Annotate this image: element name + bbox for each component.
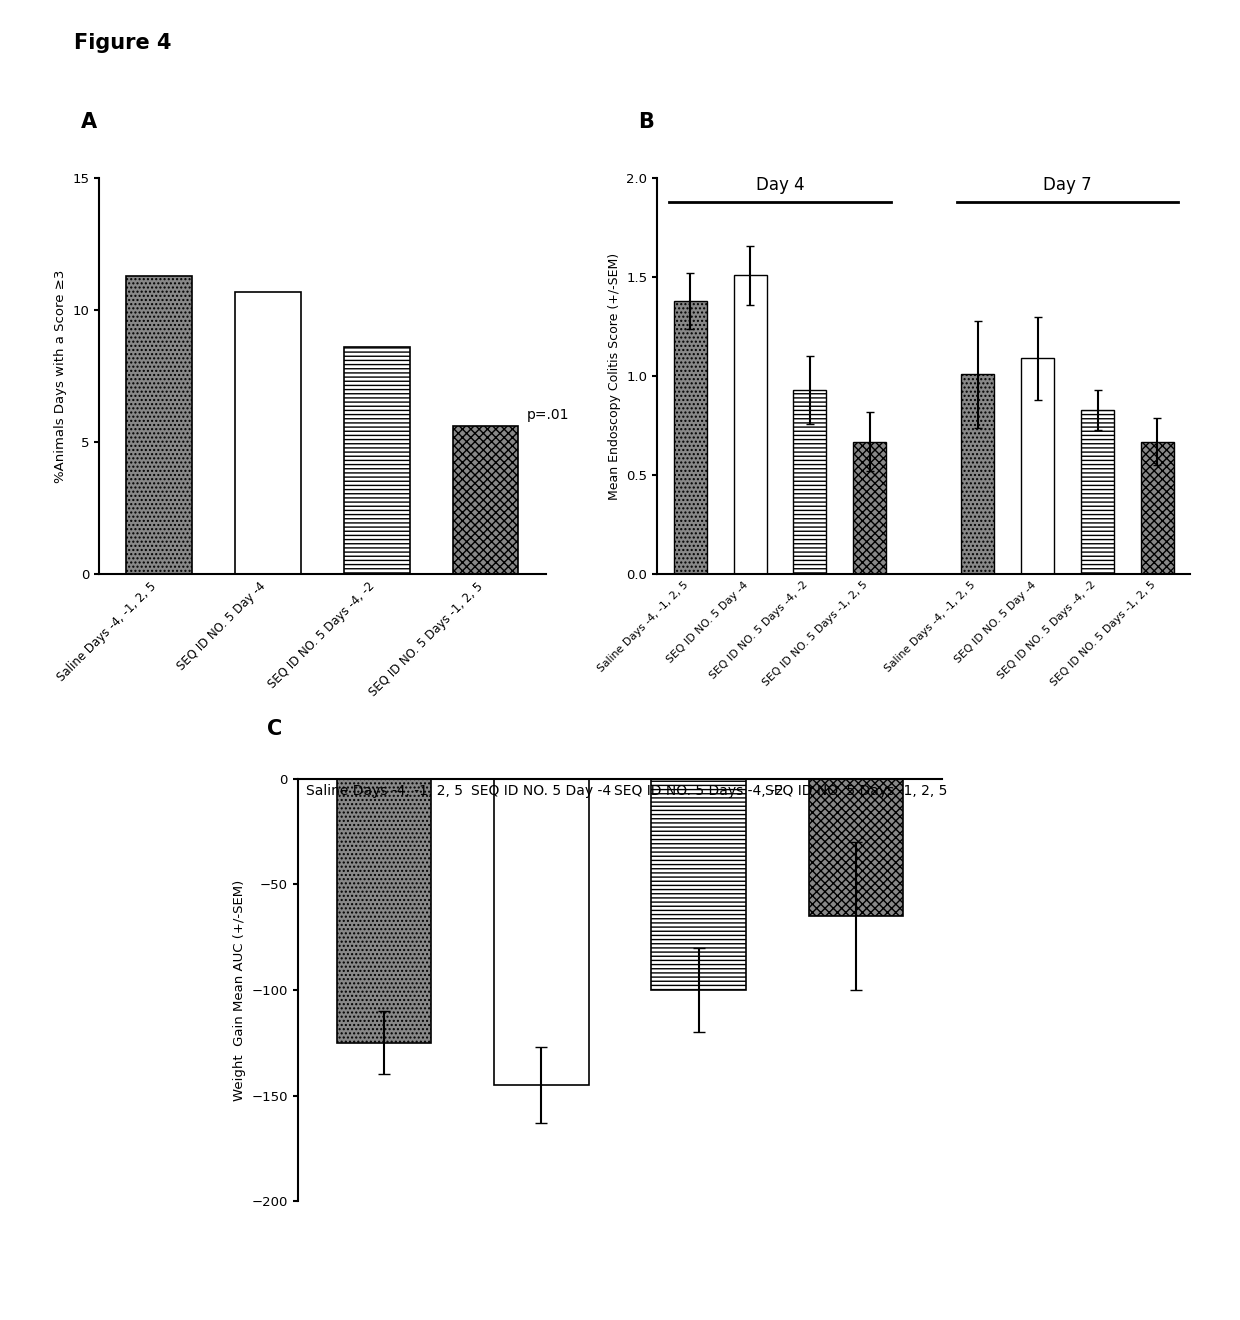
Bar [453,426,518,574]
Bar [236,292,300,574]
Bar [337,779,432,1043]
Bar [1081,409,1114,574]
Text: Figure 4: Figure 4 [74,33,172,53]
Text: C: C [267,719,281,739]
Bar [673,301,707,574]
Bar [961,375,994,574]
Y-axis label: Weight  Gain Mean AUC (+/-SEM): Weight Gain Mean AUC (+/-SEM) [233,879,246,1101]
Text: p=.01: p=.01 [527,408,569,422]
Bar [126,276,192,574]
Bar [1022,358,1054,574]
Bar [1141,441,1174,574]
Bar [651,779,745,990]
Bar [808,779,903,916]
Y-axis label: Mean Endoscopy Colitis Score (+/-SEM): Mean Endoscopy Colitis Score (+/-SEM) [608,252,621,500]
Y-axis label: %Animals Days with a Score ≥3: %Animals Days with a Score ≥3 [53,269,67,483]
Text: Day 4: Day 4 [755,176,805,194]
Bar [734,276,766,574]
Bar [495,779,589,1085]
Bar [853,441,887,574]
Bar [345,347,409,574]
Text: Day 7: Day 7 [1043,176,1092,194]
Bar [794,391,826,574]
Text: A: A [81,112,97,132]
Text: B: B [639,112,655,132]
